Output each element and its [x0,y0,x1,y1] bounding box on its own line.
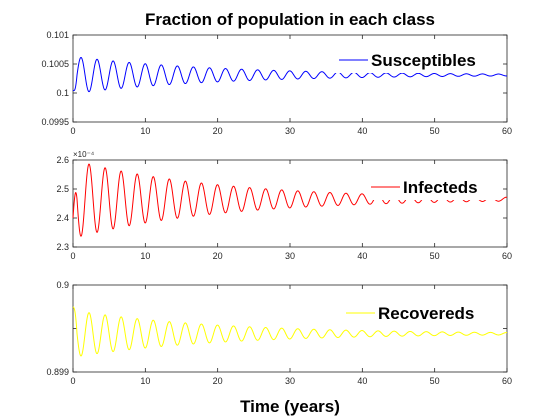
figure-title: Fraction of population in each class [145,10,435,29]
x-tick-label: 0 [70,376,75,386]
x-tick-label: 10 [140,376,150,386]
x-tick-label: 60 [502,376,512,386]
x-tick-label: 10 [140,126,150,136]
y-tick-label: 0.9 [56,280,69,290]
y-tick-label: 0.899 [46,367,69,377]
y-tick-label: 2.5 [56,184,69,194]
subplot-susceptibles: 0 10 20 30 40 50 60 0.0995 0.1 0.1005 0.101 Suscept… [41,30,512,136]
x-tick-label: 50 [430,251,440,261]
x-tick-label: 30 [285,251,295,261]
subplot-recovereds: 0 10 20 30 40 50 60 0.899 0.9 Recovereds [46,280,512,386]
x-tick-label: 20 [213,376,223,386]
x-axis-label: Time (years) [240,397,340,416]
legend-label-susceptibles: Susceptibles [371,51,476,70]
x-tick-label: 30 [285,376,295,386]
x-tick-label: 40 [357,251,367,261]
x-tick-label: 0 [70,251,75,261]
x-tick-label: 50 [430,376,440,386]
x-tick-label: 10 [140,251,150,261]
legend-label-recovereds: Recovereds [378,304,474,323]
y-tick-label: 2.3 [56,242,69,252]
y-tick-label: 0.1 [56,88,69,98]
x-tick-label: 40 [357,126,367,136]
x-tick-label: 60 [502,126,512,136]
x-tick-label: 0 [70,126,75,136]
x-tick-label: 20 [213,251,223,261]
x-tick-label: 20 [213,126,223,136]
x-tick-label: 50 [430,126,440,136]
y-tick-label: 2.4 [56,213,69,223]
y-tick-label: 0.0995 [41,117,69,127]
y-tick-label: 2.6 [56,155,69,165]
x-tick-label: 30 [285,126,295,136]
axes-box-recovereds [72,284,508,373]
y-exponent-label: ×10⁻⁴ [73,150,95,159]
y-tick-label: 0.1005 [41,59,69,69]
series-line-susceptibles [72,56,508,93]
legend-label-infecteds: Infecteds [403,178,478,197]
series-line-recovereds [72,306,508,357]
series-line-infecteds [72,163,508,237]
axes-box-infecteds [72,159,508,248]
y-tick-label: 0.101 [46,30,69,40]
x-tick-label: 60 [502,251,512,261]
x-tick-label: 40 [357,376,367,386]
subplot-infecteds: 0 10 20 30 40 50 60 2.3 2.4 2.5 2.6 ×10⁻⁴ Infecteds [56,150,512,261]
